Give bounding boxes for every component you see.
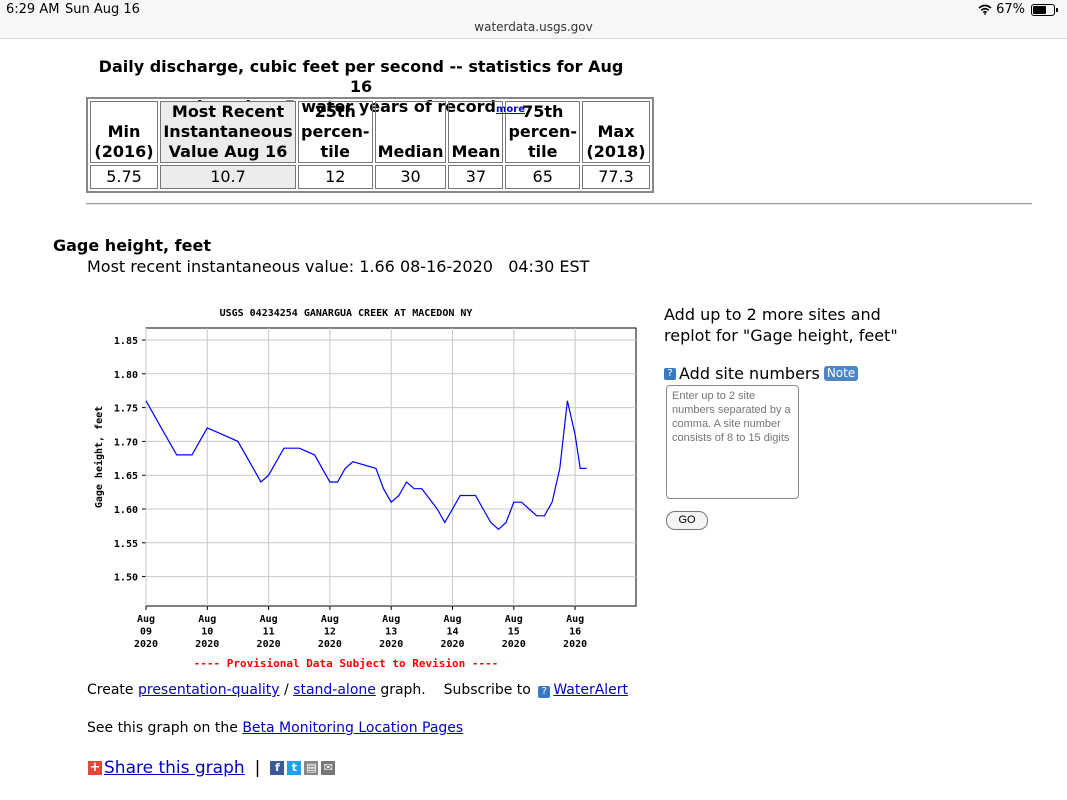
provisional-data-note: ---- Provisional Data Subject to Revisio… bbox=[194, 657, 499, 670]
add-sites-text: Add up to 2 more sites and replot for "G… bbox=[664, 304, 898, 346]
stats-title-line1: Daily discharge, cubic feet per second -… bbox=[98, 57, 624, 96]
value-max: 77.3 bbox=[582, 165, 650, 189]
status-right: 67% bbox=[978, 2, 1058, 17]
share-separator: | bbox=[254, 758, 261, 778]
status-bar: 6:29 AM Sun Aug 16 67% bbox=[0, 0, 1067, 20]
add-site-numbers-label: Add site numbers bbox=[679, 364, 820, 383]
x-tick-label: 12 bbox=[324, 627, 336, 638]
y-axis-label: Gage height, feet bbox=[93, 406, 105, 508]
y-tick-label: 1.50 bbox=[114, 573, 138, 584]
x-tick-label: 11 bbox=[263, 627, 275, 638]
create-graph-line: Create presentation-quality / stand-alon… bbox=[87, 682, 628, 698]
x-tick-label: 15 bbox=[508, 627, 520, 638]
value-median: 30 bbox=[374, 165, 447, 189]
slash-separator: / bbox=[284, 682, 289, 698]
add-sites-line1: Add up to 2 more sites and bbox=[664, 305, 881, 324]
wateralert-link[interactable]: WaterAlert bbox=[553, 682, 629, 698]
battery-icon bbox=[1031, 3, 1058, 16]
email-icon[interactable]: ✉ bbox=[321, 761, 336, 775]
battery-percent: 67% bbox=[996, 2, 1025, 17]
x-tick-label: 2020 bbox=[563, 639, 587, 650]
value-25th: 12 bbox=[298, 165, 373, 189]
share-graph-link[interactable]: Share this graph bbox=[104, 758, 245, 778]
header-most-recent: Most Recent Instantaneous Value Aug 16 bbox=[160, 101, 296, 163]
y-tick-label: 1.65 bbox=[114, 471, 138, 482]
x-tick-label: Aug bbox=[198, 614, 216, 625]
x-tick-label: 2020 bbox=[134, 639, 158, 650]
x-tick-label: 09 bbox=[140, 627, 152, 638]
header-min: Min (2016) bbox=[90, 101, 158, 163]
y-tick-label: 1.60 bbox=[114, 505, 138, 516]
x-tick-label: Aug bbox=[382, 614, 400, 625]
value-mean: 37 bbox=[448, 165, 504, 189]
status-time: 6:29 AM bbox=[6, 2, 60, 17]
value-most-recent: 10.7 bbox=[160, 165, 296, 189]
y-tick-label: 1.85 bbox=[114, 336, 138, 347]
x-tick-label: Aug bbox=[137, 614, 155, 625]
stand-alone-link[interactable]: stand-alone bbox=[293, 682, 376, 698]
x-tick-label: 2020 bbox=[379, 639, 403, 650]
wifi-icon bbox=[978, 4, 992, 15]
beta-monitoring-link[interactable]: Beta Monitoring Location Pages bbox=[242, 720, 464, 736]
x-tick-label: 10 bbox=[201, 627, 213, 638]
stats-header-row: Min (2016) Most Recent Instantaneous Value … bbox=[90, 101, 650, 163]
divider bbox=[86, 203, 1032, 205]
subscribe-label: Subscribe to bbox=[443, 682, 531, 698]
x-tick-label: Aug bbox=[566, 614, 584, 625]
x-tick-label: Aug bbox=[321, 614, 339, 625]
note-button[interactable]: Note bbox=[823, 366, 859, 381]
x-tick-label: 2020 bbox=[318, 639, 342, 650]
add-sites-line2: replot for "Gage height, feet" bbox=[664, 326, 898, 345]
value-min: 5.75 bbox=[90, 165, 158, 189]
x-tick-label: 2020 bbox=[195, 639, 219, 650]
beta-prefix: See this graph on the bbox=[87, 720, 238, 736]
x-tick-label: 2020 bbox=[440, 639, 464, 650]
header-max: Max (2018) bbox=[582, 101, 650, 163]
create-label: Create bbox=[87, 682, 134, 698]
value-75th: 65 bbox=[505, 165, 580, 189]
graph-label: graph. bbox=[380, 682, 426, 698]
x-tick-label: 2020 bbox=[502, 639, 526, 650]
x-tick-label: Aug bbox=[260, 614, 278, 625]
y-tick-label: 1.80 bbox=[114, 370, 138, 381]
gage-height-series-line bbox=[145, 400, 587, 531]
y-tick-label: 1.75 bbox=[114, 404, 138, 415]
x-tick-label: Aug bbox=[505, 614, 523, 625]
header-75th: 75th percen-tile bbox=[505, 101, 580, 163]
facebook-icon[interactable]: f bbox=[270, 761, 285, 775]
add-site-numbers-row: ? Add site numbers Note bbox=[664, 364, 859, 383]
gage-height-chart: USGS 04234254 GANARGUA CREEK AT MACEDON … bbox=[93, 308, 637, 670]
twitter-icon[interactable]: t bbox=[287, 761, 302, 775]
print-icon[interactable]: ▤ bbox=[304, 761, 319, 775]
wateralert-icon[interactable]: ? bbox=[538, 686, 551, 698]
presentation-quality-link[interactable]: presentation-quality bbox=[137, 682, 280, 698]
gage-heading: Gage height, feet bbox=[53, 236, 211, 255]
go-button[interactable]: GO bbox=[666, 511, 708, 530]
url-text: waterdata.usgs.gov bbox=[474, 20, 593, 34]
x-tick-label: 16 bbox=[569, 627, 581, 638]
share-plus-icon[interactable]: + bbox=[88, 760, 102, 775]
y-tick-label: 1.55 bbox=[114, 539, 138, 550]
x-tick-label: 2020 bbox=[257, 639, 281, 650]
site-numbers-input[interactable] bbox=[666, 385, 799, 499]
header-median: Median bbox=[374, 101, 447, 163]
stats-value-row: 5.75 10.7 12 30 37 65 77.3 bbox=[90, 165, 650, 189]
url-bar[interactable]: waterdata.usgs.gov bbox=[0, 20, 1067, 39]
x-tick-label: 13 bbox=[385, 627, 397, 638]
more-link[interactable]: more bbox=[495, 104, 525, 115]
share-row: + Share this graph | f t ▤ ✉ bbox=[88, 758, 338, 778]
header-25th: 25th percen-tile bbox=[298, 101, 373, 163]
gage-recent-value: Most recent instantaneous value: 1.66 08… bbox=[87, 257, 590, 276]
header-mean: Mean bbox=[448, 101, 504, 163]
help-icon[interactable]: ? bbox=[664, 367, 676, 380]
status-date: Sun Aug 16 bbox=[65, 2, 140, 17]
chart-title: USGS 04234254 GANARGUA CREEK AT MACEDON … bbox=[220, 308, 473, 319]
y-tick-label: 1.70 bbox=[114, 437, 138, 448]
x-tick-label: 14 bbox=[446, 627, 458, 638]
x-tick-label: Aug bbox=[443, 614, 461, 625]
beta-line: See this graph on the Beta Monitoring Lo… bbox=[87, 720, 463, 736]
stats-table: Min (2016) Most Recent Instantaneous Value … bbox=[86, 97, 654, 193]
